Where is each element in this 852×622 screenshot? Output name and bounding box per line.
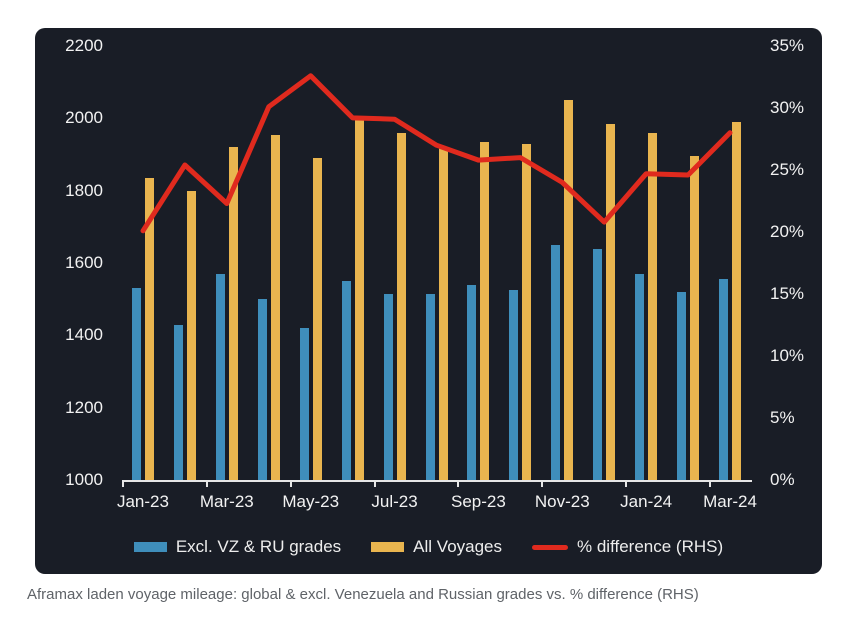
bar-all-voyages [228,147,238,480]
x-axis-tick [122,481,124,487]
bar-excl-vz-ru [173,324,183,480]
bar-excl-vz-ru [132,288,141,480]
bar-all-voyages [480,141,490,480]
yellow-bar-swatch-icon [371,542,405,552]
y-axis-left-label: 2000 [65,108,103,128]
y-axis-left-label: 1600 [65,253,103,272]
y-axis-left-label: 1200 [65,397,103,417]
x-axis-tick [457,481,460,487]
chart-card: 2200 2000 1800 1600 1400 1200 1000 35% 30% 25% 20… [35,28,822,574]
y-axis-right-label: 35% [770,36,805,55]
legend-item-all-voyages: All Voyages [371,537,502,557]
x-axis-label: Jul-23 [371,492,418,511]
x-axis-line [122,480,752,482]
bar-all-voyages [270,134,280,480]
bar-all-voyages [438,147,448,480]
bar-excl-vz-ru [299,328,309,480]
x-axis-label: May-23 [282,492,340,511]
bar-all-voyages [396,132,406,480]
bar-excl-vz-ru [215,273,225,480]
bar-excl-vz-ru [509,290,519,480]
bar-excl-vz-ru [635,273,645,480]
bar-excl-vz-ru [719,279,728,480]
x-axis-label: Mar-23 [199,492,254,511]
x-axis-label: Nov-23 [534,492,590,511]
legend-label: Excl. VZ & RU grades [175,537,342,556]
x-axis-tick [625,481,628,487]
bar-excl-vz-ru [677,291,687,480]
x-axis-label: Mar-24 [703,492,757,511]
blue-bar-swatch-icon [133,542,167,552]
chart-caption: Aframax laden voyage mileage: global & e… [27,586,699,603]
y-axis-right-label: 5% [770,408,795,427]
bar-all-voyages [732,122,741,480]
bar-all-voyages [690,156,700,480]
y-axis-right-label: 15% [770,284,805,303]
bar-all-voyages [186,190,196,480]
bar-excl-vz-ru [467,284,477,480]
bar-all-voyages [606,123,616,480]
legend-item-excl-vz-ru: Excl. VZ & RU grades [133,537,342,557]
bar-excl-vz-ru [257,299,267,480]
x-axis-label: Jan-23 [116,492,169,511]
bar-all-voyages [522,143,532,480]
y-axis-right-label: 20% [770,222,805,241]
plot-area [122,46,751,480]
bar-all-voyages [312,158,322,480]
y-axis-right-label: 30% [770,98,805,117]
y-axis-right-label: 10% [770,346,805,365]
x-axis-tick [289,481,292,487]
bar-excl-vz-ru [593,248,603,480]
bar-all-voyages [354,118,364,480]
bar-all-voyages [564,100,574,480]
bar-all-voyages [648,132,658,480]
y-axis-left-label: 2200 [65,36,103,55]
x-axis-tick [709,481,712,487]
x-axis-label: Sep-23 [451,492,506,511]
bar-excl-vz-ru [383,293,393,480]
y-axis-left-label: 1400 [65,325,103,345]
bar-excl-vz-ru [341,281,351,480]
legend-label: All Voyages [413,537,503,556]
x-axis-tick [541,481,544,487]
y-axis-right-label: 0% [770,470,795,489]
x-axis-label: Jan-24 [620,492,673,511]
bar-excl-vz-ru [551,244,561,480]
x-axis-tick [373,481,376,487]
y-axis-left-label: 1000 [65,470,103,489]
legend-label: % difference (RHS) [577,537,724,556]
y-axis-left-label: 1800 [65,180,103,200]
y-axis-right-label: 25% [770,160,805,179]
legend-item-pct-difference: % difference (RHS) [532,537,723,557]
legend: Excl. VZ & RU grades All Voyages % diffe… [35,537,822,557]
bar-all-voyages [145,178,154,480]
bar-excl-vz-ru [425,293,435,480]
red-line-swatch-icon [532,544,569,550]
x-axis-tick [205,481,208,487]
